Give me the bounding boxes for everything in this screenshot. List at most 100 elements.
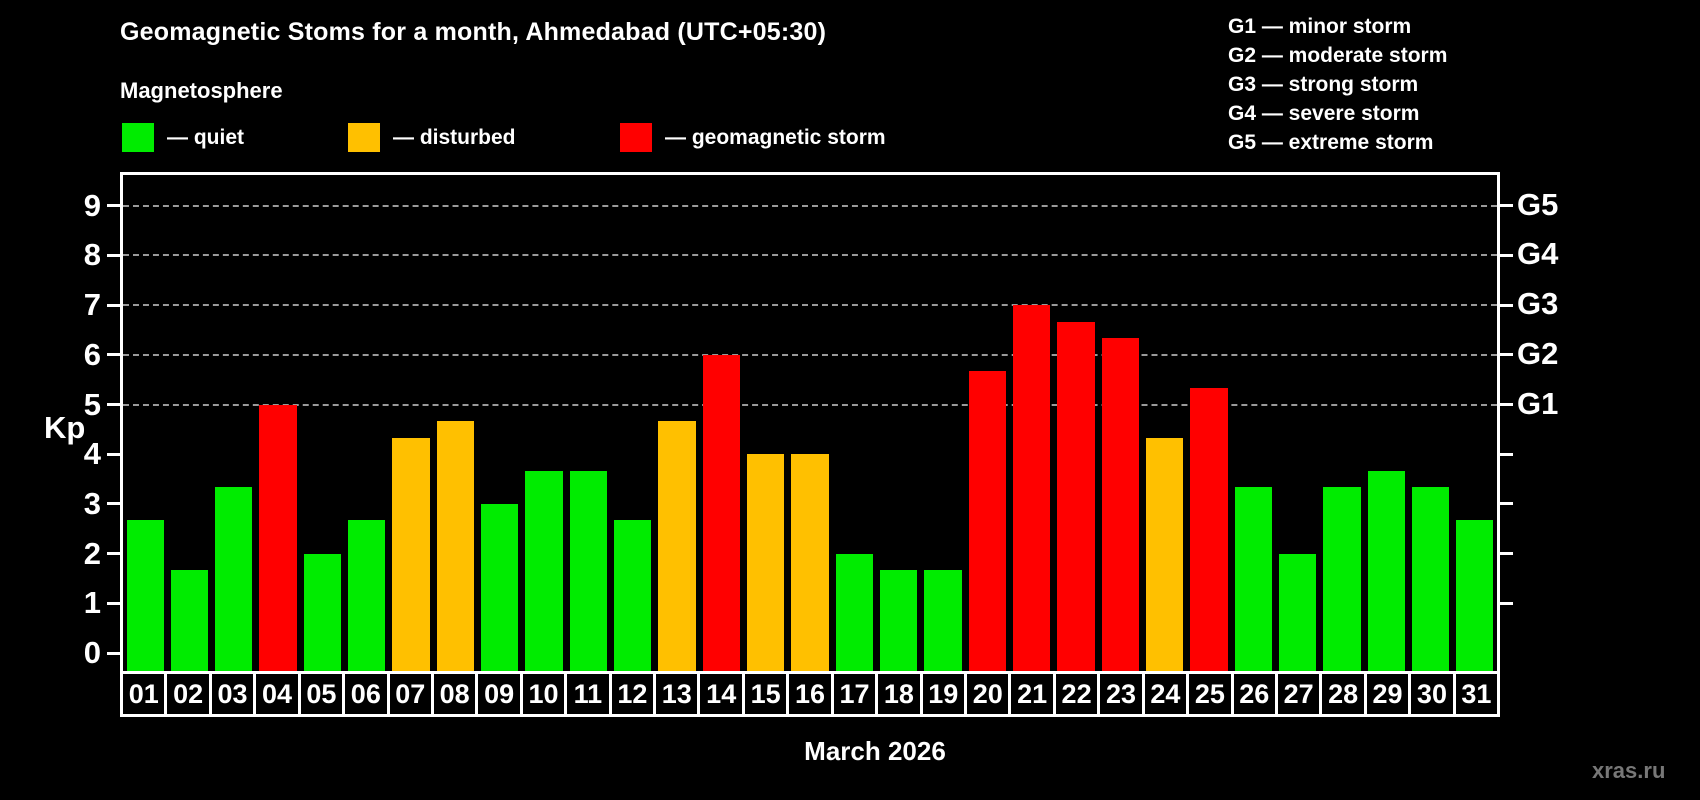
gridline-kp-9	[123, 204, 1497, 207]
y-tick-right-2	[1500, 552, 1513, 556]
day-label-05: 05	[297, 674, 342, 714]
bar-day-05	[303, 553, 342, 671]
y-axis-title-kp: Kp	[44, 410, 86, 445]
y-tick-left-7	[107, 303, 120, 307]
storm-color-swatch	[620, 123, 652, 152]
day-label-09: 09	[475, 674, 519, 714]
day-label-22: 22	[1052, 674, 1097, 714]
bar-day-29	[1367, 470, 1405, 671]
day-label-18: 18	[875, 674, 919, 714]
g-scale-line-g1: G1 — minor storm	[1228, 15, 1412, 38]
y-tick-left-3	[107, 502, 120, 506]
legend-label-quiet: — quiet	[167, 125, 244, 149]
y-tick-right-4	[1500, 452, 1513, 456]
bar-day-10	[525, 470, 563, 671]
day-label-07: 07	[386, 674, 431, 714]
y-tick-label-1: 1	[83, 585, 101, 621]
legend-item-quiet: — quiet	[122, 123, 244, 152]
bar-day-12	[614, 520, 652, 671]
bar-day-24	[1145, 437, 1184, 671]
bar-day-25	[1190, 388, 1228, 671]
y-tick-left-2	[107, 552, 120, 556]
day-label-17: 17	[830, 674, 875, 714]
chart-title: Geomagnetic Stoms for a month, Ahmedabad…	[120, 18, 827, 46]
day-label-16: 16	[786, 674, 830, 714]
y-tick-left-4	[107, 452, 120, 456]
day-label-21: 21	[1008, 674, 1052, 714]
day-label-01: 01	[128, 678, 159, 709]
quiet-color-swatch	[122, 123, 154, 152]
g-level-label-g2: G2	[1517, 335, 1559, 371]
bar-day-15	[747, 454, 785, 671]
day-label-26: 26	[1230, 674, 1275, 714]
y-tick-label-7: 7	[83, 287, 101, 323]
legend-label-disturbed: — disturbed	[393, 125, 516, 149]
day-label-25: 25	[1186, 674, 1230, 714]
gridline-kp-7	[123, 304, 1497, 307]
y-tick-label-3: 3	[83, 485, 101, 521]
gridline-kp-6	[123, 353, 1497, 356]
day-label-13: 13	[653, 674, 697, 714]
day-label-30: 30	[1408, 674, 1452, 714]
plot-area: 0 1 2 3 4 5 6 7 8 9 G1 G2 G3 G4 G5	[84, 172, 1558, 671]
gridline-kp-5	[123, 403, 1497, 406]
bar-day-16	[791, 454, 829, 671]
disturbed-color-swatch	[348, 123, 380, 152]
day-label-31: 31	[1452, 674, 1497, 714]
y-tick-right-9	[1500, 204, 1513, 208]
bar-day-20	[968, 371, 1006, 671]
bar-day-04	[259, 404, 297, 671]
bar-day-26	[1234, 487, 1272, 671]
y-tick-left-6	[107, 353, 120, 357]
bar-day-31	[1456, 520, 1494, 671]
bar-day-28	[1323, 487, 1361, 671]
bar-day-27	[1278, 553, 1317, 671]
bar-day-02	[170, 570, 209, 671]
bar-day-07	[392, 437, 430, 671]
day-label-19: 19	[919, 674, 964, 714]
day-label-11: 11	[564, 674, 608, 714]
legend-label-storm: — geomagnetic storm	[665, 125, 886, 149]
bar-day-13	[658, 420, 696, 671]
day-label-29: 29	[1363, 674, 1408, 714]
g-level-label-g3: G3	[1517, 286, 1559, 322]
bar-day-03	[215, 487, 253, 671]
y-tick-left-9	[107, 204, 120, 208]
bar-day-01	[126, 520, 164, 671]
chart-subtitle: Magnetosphere	[120, 78, 283, 103]
watermark: xras.ru	[1592, 758, 1666, 783]
day-label-24: 24	[1141, 674, 1186, 714]
g-scale-legend: G1 — minor storm G2 — moderate storm G3 …	[1228, 12, 1447, 157]
bar-day-09	[481, 503, 519, 671]
bar-day-30	[1411, 487, 1450, 671]
day-label-12: 12	[608, 674, 653, 714]
day-label-06: 06	[342, 674, 386, 714]
y-tick-right-6	[1500, 353, 1513, 357]
y-tick-right-1	[1500, 601, 1513, 605]
bar-day-08	[436, 420, 475, 671]
bar-day-21	[1012, 305, 1051, 671]
y-tick-right-8	[1500, 253, 1513, 257]
y-tick-label-2: 2	[83, 535, 101, 571]
day-label-10: 10	[519, 674, 564, 714]
y-tick-left-1	[107, 601, 120, 605]
bar-day-11	[569, 470, 608, 671]
g-level-label-g1: G1	[1517, 385, 1559, 421]
y-tick-label-4: 4	[83, 436, 101, 472]
y-tick-right-7	[1500, 303, 1513, 307]
y-tick-label-0: 0	[83, 635, 101, 670]
y-tick-label-8: 8	[83, 237, 101, 273]
bar-day-06	[348, 520, 386, 671]
g-scale-line-g4: G4 — severe storm	[1228, 102, 1420, 125]
y-tick-left-5	[107, 403, 120, 406]
day-label-28: 28	[1319, 674, 1363, 714]
g-level-label-g5: G5	[1517, 186, 1559, 222]
y-tick-left-8	[107, 253, 120, 257]
legend-item-disturbed: — disturbed	[348, 123, 516, 152]
g-level-label-g4: G4	[1517, 236, 1559, 272]
bar-day-17	[835, 553, 873, 671]
y-tick-right-5	[1500, 403, 1513, 406]
y-tick-left-0	[107, 651, 120, 655]
bar-day-22	[1057, 321, 1095, 671]
x-axis-title-month: March 2026	[804, 736, 946, 766]
